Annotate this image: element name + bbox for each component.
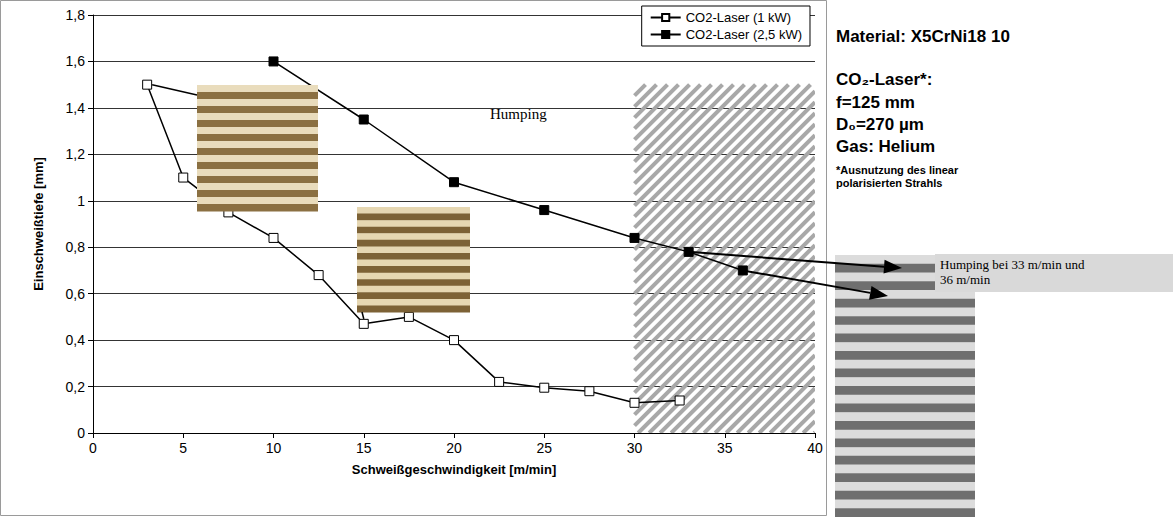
svg-text:CO2-Laser (1 kW): CO2-Laser (1 kW) <box>686 10 791 25</box>
svg-text:*Ausnutzung des linear: *Ausnutzung des linear <box>836 164 961 176</box>
svg-text:0: 0 <box>89 440 97 456</box>
svg-text:1,4: 1,4 <box>66 100 86 116</box>
svg-text:36 m/min: 36 m/min <box>940 272 991 287</box>
svg-text:Humping: Humping <box>490 106 547 122</box>
svg-text:30: 30 <box>627 440 643 456</box>
svg-text:CO2-Laser (2,5 kW): CO2-Laser (2,5 kW) <box>686 27 802 42</box>
svg-text:0,4: 0,4 <box>66 332 86 348</box>
svg-text:CO₂-Laser*:: CO₂-Laser*: <box>836 70 932 89</box>
svg-text:25: 25 <box>536 440 552 456</box>
svg-text:35: 35 <box>717 440 733 456</box>
svg-text:0: 0 <box>77 425 85 441</box>
svg-text:0,6: 0,6 <box>66 286 86 302</box>
svg-text:40: 40 <box>807 440 823 456</box>
svg-text:10: 10 <box>266 440 282 456</box>
svg-text:Material: X5CrNi18 10: Material: X5CrNi18 10 <box>836 27 1010 46</box>
svg-text:1: 1 <box>77 193 85 209</box>
svg-text:Schweißgeschwindigkeit [m/min]: Schweißgeschwindigkeit [m/min] <box>352 462 556 477</box>
svg-text:20: 20 <box>446 440 462 456</box>
svg-text:Humping bei 33 m/min und: Humping bei 33 m/min und <box>940 257 1088 272</box>
svg-text:Einschweißtiefe [mm]: Einschweißtiefe [mm] <box>31 157 46 291</box>
svg-text:Gas: Helium: Gas: Helium <box>836 137 935 156</box>
svg-text:polarisierten Strahls: polarisierten Strahls <box>836 177 942 189</box>
svg-text:1,6: 1,6 <box>66 53 86 69</box>
svg-text:0,2: 0,2 <box>66 379 86 395</box>
svg-text:15: 15 <box>356 440 372 456</box>
svg-text:1,2: 1,2 <box>66 146 86 162</box>
svg-text:1,8: 1,8 <box>66 7 86 23</box>
svg-text:f=125 mm: f=125 mm <box>836 93 915 112</box>
svg-text:5: 5 <box>179 440 187 456</box>
svg-text:0,8: 0,8 <box>66 239 86 255</box>
svg-text:D₀=270 µm: D₀=270 µm <box>836 115 924 134</box>
